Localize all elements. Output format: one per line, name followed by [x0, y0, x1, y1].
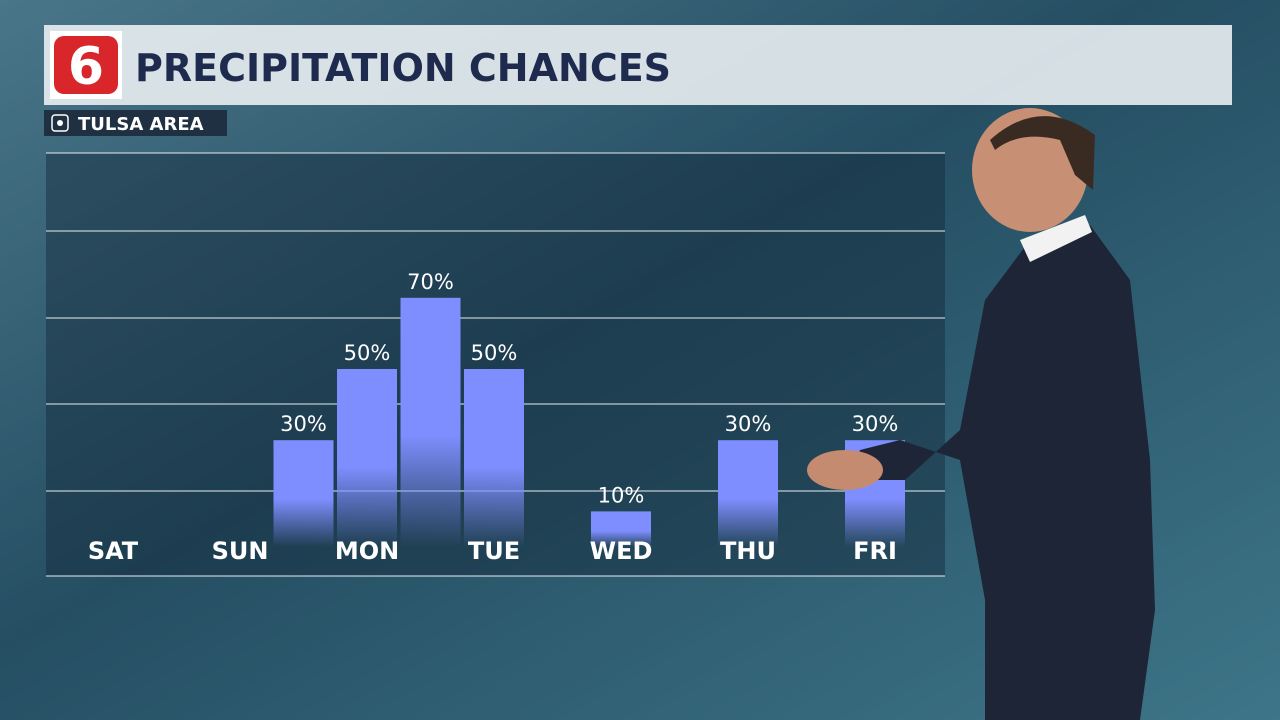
x-tick-label: SAT [88, 537, 139, 565]
bar [591, 511, 651, 547]
location-icon [51, 114, 69, 132]
bar [400, 297, 461, 547]
presenter [807, 108, 1155, 720]
location-icon-dot [57, 120, 63, 126]
value-label: 50% [344, 341, 391, 365]
x-tick-label: THU [720, 537, 776, 565]
x-tick-label: FRI [853, 537, 897, 565]
x-tick-label: WED [590, 537, 653, 565]
value-label: 50% [471, 341, 518, 365]
value-label: 30% [280, 412, 327, 436]
chart-title: PRECIPITATION CHANCES [135, 46, 671, 90]
logo-text: 6 [68, 37, 104, 97]
x-tick-label: TUE [468, 537, 520, 565]
bar [273, 440, 334, 547]
x-tick-label: SUN [212, 537, 269, 565]
x-tick-label: MON [335, 537, 399, 565]
logo-red [54, 36, 118, 94]
subtitle-box [44, 110, 227, 136]
bar [718, 440, 778, 547]
value-label: 10% [598, 483, 645, 507]
header-bar [44, 25, 1232, 105]
bar [337, 369, 397, 547]
value-label: 70% [407, 270, 454, 294]
bars: 30% 50% 70% 50% 10% 30% 30% SAT SUN MON TUE WED THU F… [88, 270, 905, 565]
bar [464, 369, 524, 547]
chart-subtitle: TULSA AREA [78, 114, 204, 135]
value-label: 30% [725, 412, 772, 436]
value-label: 30% [852, 412, 899, 436]
